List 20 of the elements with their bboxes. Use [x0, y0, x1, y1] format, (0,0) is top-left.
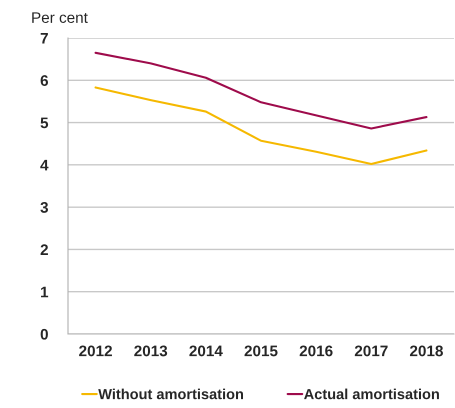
line-series [94, 52, 428, 130]
line-series [94, 86, 428, 166]
x-tick-label: 2014 [189, 346, 223, 356]
y-tick-label: 5 [40, 118, 48, 128]
legend-label: Actual amortisation [304, 388, 439, 400]
legend-label: Without amortisation [98, 388, 244, 400]
x-tick-label: 2012 [79, 346, 112, 356]
x-tick-label: 2013 [134, 346, 168, 356]
x-tick-label: 2016 [300, 346, 333, 356]
x-tick-label: 2015 [244, 346, 278, 356]
y-tick-label: 6 [40, 75, 48, 86]
y-tick-label: 3 [40, 202, 48, 213]
x-tick-label: 2017 [354, 346, 388, 356]
y-tick-label: 7 [40, 33, 48, 44]
y-tick-label: 1 [41, 286, 48, 298]
y-tick-label: 2 [40, 244, 48, 255]
y-tick-label: 0 [40, 328, 48, 340]
x-tick-label: 2018 [410, 346, 443, 356]
y-tick-label: 4 [40, 160, 48, 170]
y-axis-title: Per cent [32, 12, 88, 23]
